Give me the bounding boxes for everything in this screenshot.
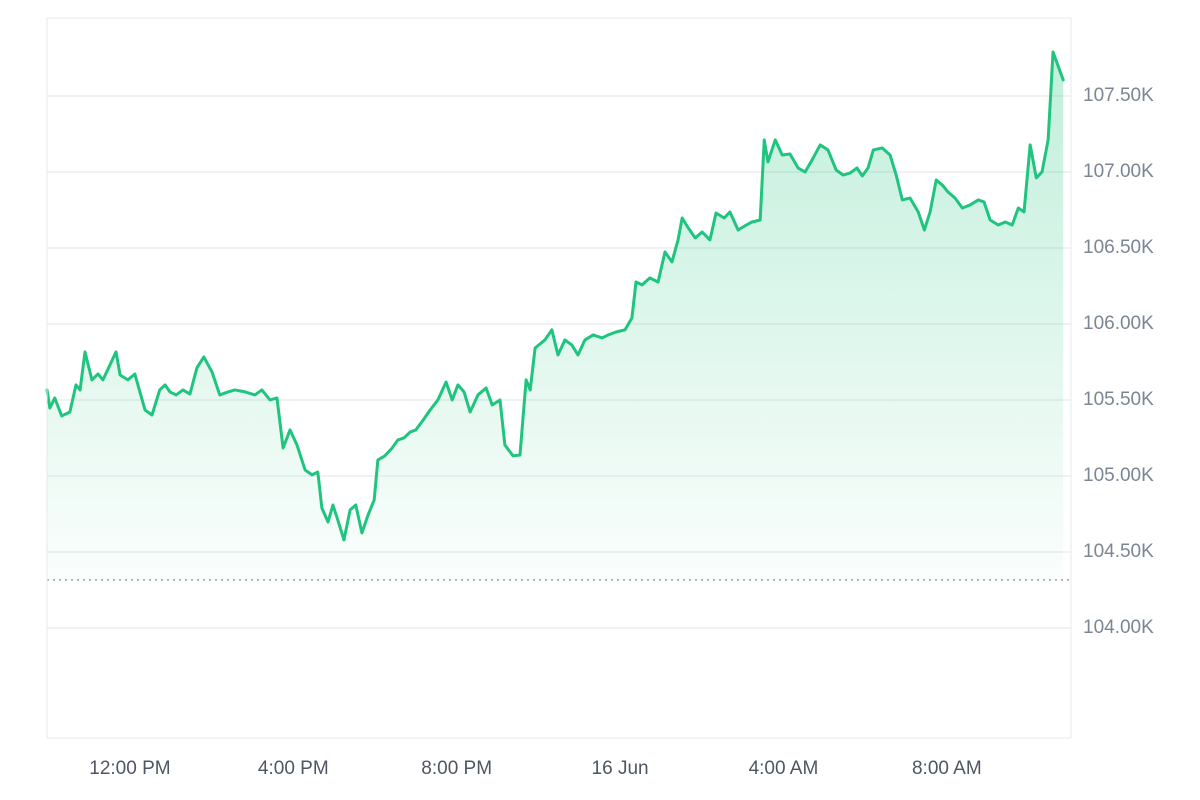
- y-tick-label: 106.00K: [1083, 313, 1154, 334]
- y-tick-label: 105.00K: [1083, 465, 1154, 486]
- price-line: [45, 50, 1065, 542]
- y-tick-label: 104.50K: [1083, 541, 1154, 562]
- plot-frame: [46, 17, 1072, 739]
- y-tick-label: 107.00K: [1083, 161, 1154, 182]
- y-tick-label: 104.00K: [1083, 617, 1154, 638]
- y-tick-label: 107.50K: [1083, 85, 1154, 106]
- x-tick-label: 4:00 PM: [258, 758, 329, 779]
- x-tick-label: 12:00 PM: [89, 758, 170, 779]
- x-tick-label: 8:00 PM: [421, 758, 492, 779]
- x-tick-label: 16 Jun: [592, 758, 649, 779]
- y-tick-label: 106.50K: [1083, 237, 1154, 258]
- y-tick-label: 105.50K: [1083, 389, 1154, 410]
- x-tick-label: 4:00 AM: [749, 758, 819, 779]
- area-fill: [47, 52, 1064, 580]
- x-tick-label: 8:00 AM: [912, 758, 982, 779]
